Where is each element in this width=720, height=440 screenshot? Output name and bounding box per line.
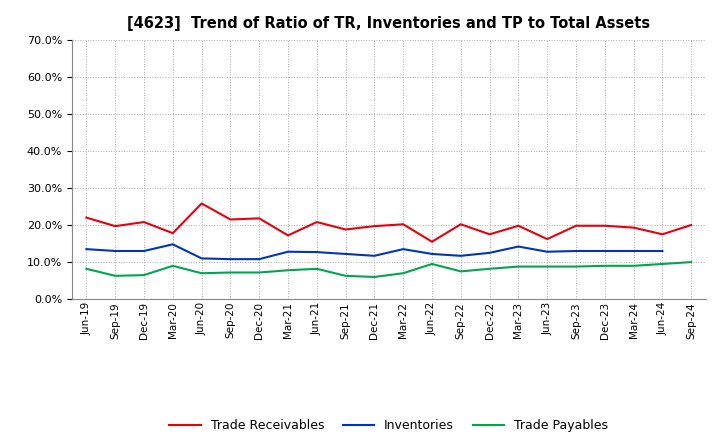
Trade Receivables — [140, 220, 148, 225]
Trade Receivables — [629, 225, 638, 230]
Trade Payables — [543, 264, 552, 269]
Inventories — [399, 246, 408, 252]
Inventories — [428, 251, 436, 257]
Inventories — [600, 248, 609, 253]
Inventories — [255, 257, 264, 262]
Inventories — [658, 248, 667, 253]
Trade Payables — [456, 269, 465, 274]
Inventories — [456, 253, 465, 258]
Trade Receivables — [82, 215, 91, 220]
Trade Receivables — [255, 216, 264, 221]
Trade Receivables — [111, 224, 120, 229]
Trade Payables — [370, 274, 379, 279]
Inventories — [82, 246, 91, 252]
Inventories — [284, 249, 292, 254]
Trade Payables — [111, 273, 120, 279]
Line: Inventories: Inventories — [86, 244, 662, 259]
Trade Payables — [399, 271, 408, 276]
Inventories — [543, 249, 552, 254]
Trade Receivables — [370, 224, 379, 229]
Trade Receivables — [543, 236, 552, 242]
Inventories — [485, 250, 494, 256]
Trade Payables — [428, 261, 436, 267]
Trade Receivables — [485, 231, 494, 237]
Trade Receivables — [687, 222, 696, 227]
Inventories — [370, 253, 379, 258]
Trade Receivables — [514, 223, 523, 228]
Trade Receivables — [168, 231, 177, 236]
Inventories — [226, 257, 235, 262]
Trade Payables — [514, 264, 523, 269]
Trade Payables — [255, 270, 264, 275]
Trade Receivables — [428, 239, 436, 244]
Trade Payables — [140, 272, 148, 278]
Trade Receivables — [197, 201, 206, 206]
Inventories — [140, 248, 148, 253]
Trade Receivables — [226, 217, 235, 222]
Trade Payables — [284, 268, 292, 273]
Inventories — [341, 251, 350, 257]
Trade Payables — [572, 264, 580, 269]
Inventories — [629, 248, 638, 253]
Trade Payables — [168, 263, 177, 268]
Trade Receivables — [572, 223, 580, 228]
Trade Receivables — [456, 222, 465, 227]
Trade Payables — [341, 273, 350, 279]
Trade Payables — [226, 270, 235, 275]
Trade Payables — [197, 271, 206, 276]
Inventories — [168, 242, 177, 247]
Trade Payables — [629, 263, 638, 268]
Inventories — [111, 248, 120, 253]
Trade Payables — [658, 261, 667, 267]
Trade Receivables — [341, 227, 350, 232]
Title: [4623]  Trend of Ratio of TR, Inventories and TP to Total Assets: [4623] Trend of Ratio of TR, Inventories… — [127, 16, 650, 32]
Inventories — [514, 244, 523, 249]
Trade Receivables — [658, 231, 667, 237]
Trade Payables — [600, 263, 609, 268]
Trade Payables — [687, 260, 696, 265]
Inventories — [312, 249, 321, 255]
Trade Receivables — [312, 220, 321, 225]
Trade Payables — [485, 266, 494, 271]
Trade Payables — [82, 266, 91, 271]
Legend: Trade Receivables, Inventories, Trade Payables: Trade Receivables, Inventories, Trade Pa… — [164, 414, 613, 437]
Inventories — [572, 248, 580, 253]
Line: Trade Receivables: Trade Receivables — [86, 204, 691, 242]
Trade Receivables — [399, 222, 408, 227]
Trade Receivables — [284, 233, 292, 238]
Line: Trade Payables: Trade Payables — [86, 262, 691, 277]
Inventories — [197, 256, 206, 261]
Trade Payables — [312, 266, 321, 271]
Trade Receivables — [600, 223, 609, 228]
